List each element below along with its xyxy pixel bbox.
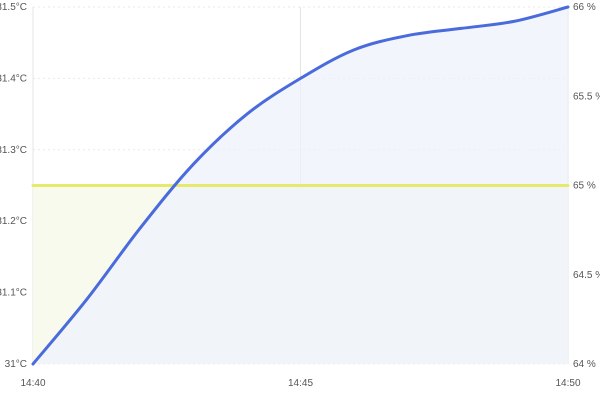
left-axis-tick-label: 31.4°C <box>0 73 27 84</box>
left-axis-tick-label: 31.3°C <box>0 145 27 156</box>
right-axis-tick-label: 65.5 % <box>573 91 600 102</box>
right-axis-tick-label: 65 % <box>573 181 596 192</box>
right-axis-ticks: 64 % 64.5 % 65 % 65.5 % 66 % <box>573 2 600 370</box>
right-axis-tick-label: 66 % <box>573 2 596 13</box>
series-lines <box>31 5 570 366</box>
left-axis-tick-label: 31.1°C <box>0 288 27 299</box>
right-axis-tick-label: 64 % <box>573 359 596 370</box>
left-axis-tick-label: 31°C <box>5 359 27 370</box>
x-axis-tick-label: 14:45 <box>288 378 313 389</box>
left-axis-ticks: 31°C 31.1°C 31.2°C 31.3°C 31.4°C 31.5°C <box>0 2 27 370</box>
series-line-left <box>31 5 570 366</box>
x-axis-tick-label: 14:40 <box>20 378 45 389</box>
left-axis-tick-label: 31.2°C <box>0 216 27 227</box>
x-axis-tick-label: 14:50 <box>555 378 580 389</box>
left-axis-tick-label: 31.5°C <box>0 2 27 13</box>
x-axis-ticks: 14:40 14:45 14:50 <box>20 378 580 389</box>
right-axis-tick-label: 64.5 % <box>573 270 600 281</box>
